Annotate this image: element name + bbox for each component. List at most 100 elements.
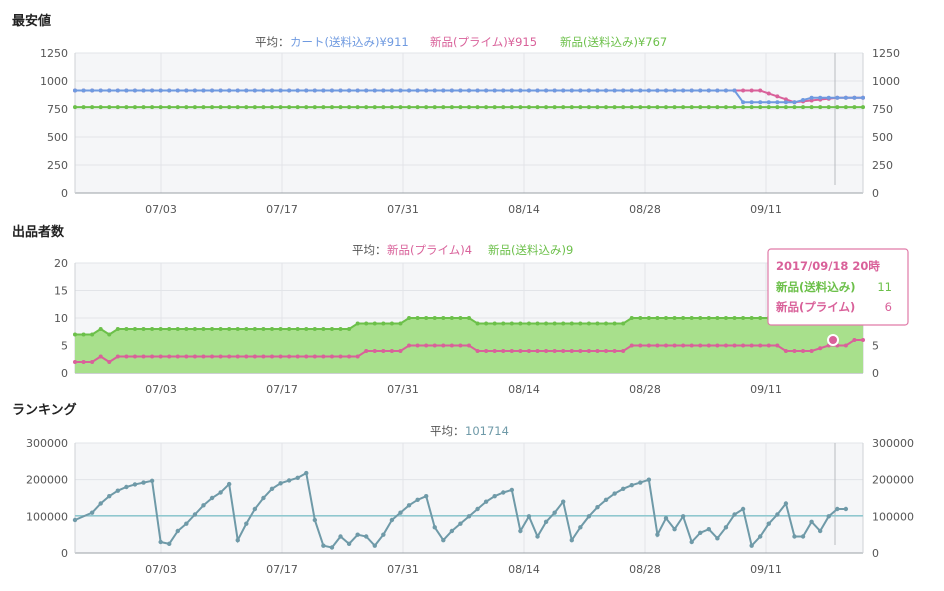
data-point bbox=[766, 100, 771, 105]
data-point bbox=[218, 354, 223, 359]
data-point bbox=[552, 321, 557, 326]
data-point bbox=[792, 105, 797, 110]
data-point bbox=[698, 88, 703, 93]
data-point bbox=[364, 534, 369, 539]
data-point bbox=[269, 486, 275, 492]
data-point bbox=[749, 88, 754, 93]
x-tick-label: 09/11 bbox=[750, 563, 782, 576]
price-legend-prime-name: 新品(プライム) bbox=[430, 35, 508, 49]
data-point bbox=[706, 88, 711, 93]
data-point bbox=[561, 88, 566, 93]
data-point bbox=[98, 327, 103, 331]
data-point bbox=[526, 514, 532, 519]
data-point bbox=[681, 88, 686, 93]
sellers-chart: 出品者数 平均： 新品(プライム)4 新品(送料込み)9 00551010151… bbox=[12, 224, 886, 396]
data-point bbox=[578, 105, 583, 110]
data-point bbox=[501, 321, 506, 326]
y-tick-label: 15 bbox=[54, 285, 68, 298]
data-point bbox=[544, 105, 549, 110]
data-point bbox=[629, 316, 634, 320]
data-point bbox=[107, 360, 112, 364]
hover-marker bbox=[827, 334, 840, 346]
data-point bbox=[415, 497, 420, 503]
data-point bbox=[132, 482, 138, 487]
data-point bbox=[449, 316, 454, 320]
data-point bbox=[252, 327, 257, 331]
sellers-legend-shipping[interactable]: 新品(送料込み)9 bbox=[488, 243, 573, 257]
data-point bbox=[167, 88, 172, 93]
data-point bbox=[638, 105, 643, 110]
tooltip-prime-value: 6 bbox=[885, 300, 892, 314]
data-point bbox=[698, 530, 703, 536]
data-point bbox=[664, 343, 668, 348]
sellers-legend-prime[interactable]: 新品(プライム)4 bbox=[387, 243, 472, 257]
data-point bbox=[372, 321, 377, 326]
x-tick-label: 07/17 bbox=[266, 383, 298, 396]
price-legend-shipping[interactable]: 新品(送料込み)¥767 bbox=[560, 35, 667, 49]
plot-background bbox=[75, 443, 863, 553]
data-point bbox=[741, 316, 746, 320]
y-tick-label: 750 bbox=[47, 103, 68, 116]
data-point bbox=[766, 105, 771, 110]
tooltip-prime-label: 新品(プライム) bbox=[776, 300, 855, 314]
price-plot-area[interactable]: 0 0 250 250 500 500 750 750 1000 1000 1250 1250 07/0… bbox=[40, 47, 900, 216]
data-point bbox=[287, 354, 292, 359]
price-legend-cart[interactable]: カート(送料込み)¥911 bbox=[290, 35, 409, 49]
data-point bbox=[226, 481, 232, 487]
x-tick-label: 07/03 bbox=[145, 383, 177, 396]
data-point bbox=[749, 105, 754, 110]
data-point bbox=[347, 354, 352, 359]
data-point bbox=[732, 343, 737, 348]
data-point bbox=[783, 97, 788, 102]
data-point bbox=[449, 528, 455, 534]
data-point bbox=[467, 316, 471, 320]
data-point bbox=[509, 349, 514, 353]
x-tick-label: 08/28 bbox=[629, 383, 661, 396]
data-point bbox=[715, 88, 720, 93]
x-tick-label: 08/28 bbox=[629, 563, 661, 576]
data-point bbox=[544, 88, 549, 93]
data-point bbox=[818, 105, 823, 110]
sellers-legend-shipping-name: 新品(送料込み) bbox=[488, 243, 566, 257]
data-point bbox=[723, 88, 728, 93]
data-point bbox=[304, 327, 309, 331]
data-point bbox=[432, 88, 437, 93]
data-point bbox=[475, 105, 480, 110]
data-point bbox=[432, 105, 437, 110]
data-point bbox=[843, 343, 848, 348]
tooltip-box bbox=[767, 248, 909, 326]
data-point bbox=[595, 504, 600, 510]
data-point bbox=[364, 349, 369, 353]
data-point bbox=[81, 88, 86, 93]
data-point bbox=[852, 95, 857, 100]
data-point bbox=[646, 316, 651, 320]
data-point bbox=[740, 506, 746, 512]
data-point bbox=[381, 105, 386, 110]
data-point bbox=[441, 537, 446, 543]
ranking-plot-area[interactable]: 0 0 100000 100000 200000 200000 300000 300000 07… bbox=[26, 437, 914, 576]
data-point bbox=[124, 327, 129, 331]
data-point bbox=[775, 512, 780, 517]
data-point bbox=[210, 105, 215, 110]
price-legend-prime[interactable]: 新品(プライム)¥915 bbox=[430, 35, 537, 49]
data-point bbox=[398, 510, 403, 515]
data-point bbox=[621, 88, 626, 93]
data-point bbox=[141, 327, 146, 331]
data-point bbox=[672, 316, 677, 320]
sellers-plot-area[interactable]: 005510101515202007/0307/1707/3108/1408/2… bbox=[54, 257, 886, 396]
data-point bbox=[98, 354, 103, 359]
data-point bbox=[415, 88, 420, 93]
data-point bbox=[741, 100, 746, 105]
data-point bbox=[329, 354, 334, 359]
data-point bbox=[578, 88, 583, 93]
data-point bbox=[749, 316, 754, 320]
data-point bbox=[295, 327, 300, 331]
data-point bbox=[389, 349, 394, 353]
data-point bbox=[629, 343, 634, 348]
data-point bbox=[672, 343, 677, 348]
data-point bbox=[389, 105, 394, 110]
data-point bbox=[458, 105, 463, 110]
data-point bbox=[492, 105, 497, 110]
data-point bbox=[338, 534, 343, 539]
